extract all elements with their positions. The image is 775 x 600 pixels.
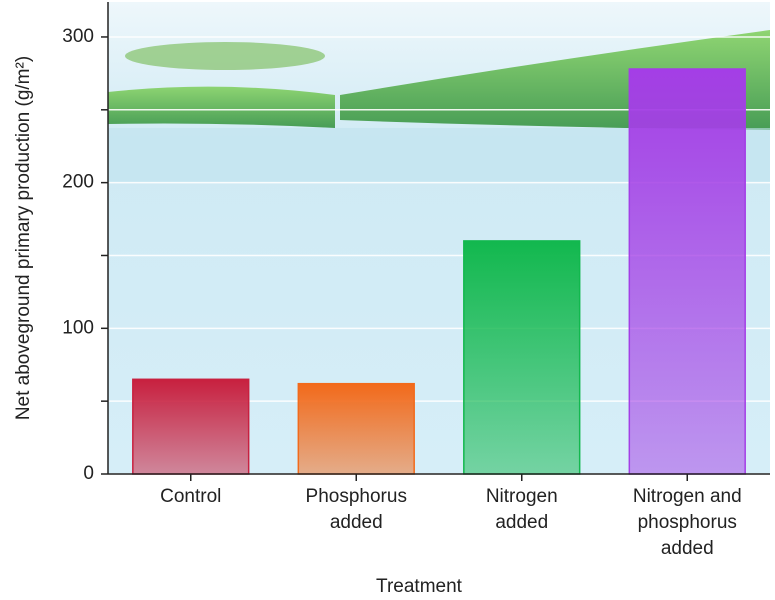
grass-decoration bbox=[108, 86, 335, 128]
bar bbox=[463, 240, 581, 475]
x-axis-label: Treatment bbox=[376, 576, 463, 597]
y-axis-label: Net aboveground primary production (g/m²… bbox=[13, 56, 34, 420]
x-tick-label: Nitrogen added bbox=[485, 486, 558, 533]
x-tick-label: Phosphorus added bbox=[305, 486, 407, 533]
island-decoration bbox=[125, 42, 325, 70]
bar bbox=[297, 382, 415, 475]
y-tick-label: 0 bbox=[83, 463, 94, 484]
bar bbox=[132, 378, 250, 475]
bar bbox=[628, 68, 746, 475]
y-tick-label: 200 bbox=[62, 172, 94, 193]
x-tick-label: Nitrogen and phosphorus added bbox=[632, 486, 742, 559]
y-tick-label: 100 bbox=[62, 317, 94, 338]
y-tick-label: 300 bbox=[62, 26, 94, 47]
x-tick-label: Control bbox=[160, 486, 222, 507]
